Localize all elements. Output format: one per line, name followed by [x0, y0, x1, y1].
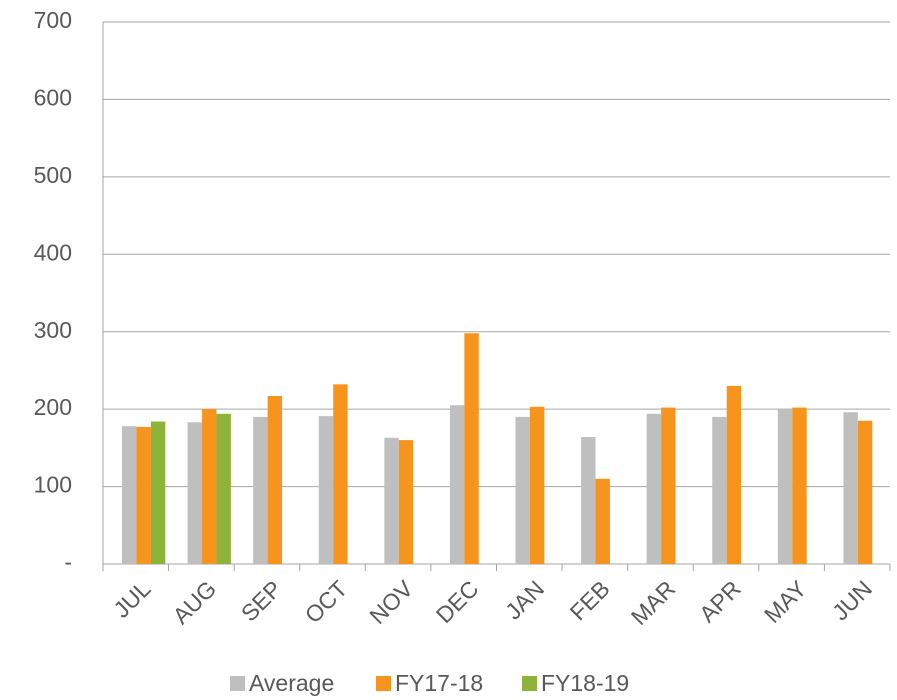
legend-swatch: [376, 676, 391, 691]
x-tick-label: JAN: [500, 575, 549, 624]
y-tick-label: 100: [34, 472, 72, 498]
legend-label: Average: [249, 670, 334, 696]
x-tick-label: JUN: [827, 575, 877, 625]
bar: [187, 422, 203, 564]
x-tick-label: SEP: [236, 575, 287, 626]
bar: [515, 416, 530, 564]
bar: [661, 407, 676, 564]
y-tick-label: 300: [34, 317, 72, 343]
bar: [267, 395, 283, 564]
x-tick-label: AUG: [168, 575, 222, 629]
bar: [712, 416, 727, 564]
legend-label: FY17-18: [395, 670, 483, 696]
legend-swatch: [230, 676, 245, 691]
legend-swatch: [522, 676, 537, 691]
bar: [384, 437, 399, 564]
bar: [529, 406, 545, 564]
bar: [122, 426, 137, 564]
bar: [202, 409, 217, 564]
bar: [136, 426, 151, 564]
x-tick-label: MAR: [626, 575, 681, 630]
x-tick-label: DEC: [431, 575, 484, 628]
bar: [464, 333, 479, 564]
y-tick-label: 400: [34, 239, 72, 265]
bar: [253, 416, 268, 564]
bar: [777, 409, 793, 564]
y-tick-label: 600: [34, 85, 72, 111]
bar: [595, 478, 610, 564]
bar: [398, 440, 414, 564]
bar: [449, 405, 465, 564]
bar: [843, 412, 858, 564]
y-tick-label: 700: [34, 7, 72, 33]
x-tick-label: OCT: [300, 575, 353, 628]
x-tick-label: APR: [694, 575, 746, 627]
x-tick-label: JUL: [108, 575, 155, 622]
legend-label: FY18-19: [541, 670, 629, 696]
bar: [581, 437, 596, 564]
y-tick-label: -: [64, 549, 72, 575]
bar: [333, 384, 348, 564]
bar: [318, 416, 334, 564]
bar: [216, 413, 231, 564]
x-tick-label: NOV: [364, 575, 418, 629]
bar: [857, 420, 873, 564]
bar: [646, 413, 662, 564]
x-tick-label: MAY: [759, 575, 811, 627]
x-tick-label: FEB: [565, 575, 615, 625]
bar: [792, 407, 807, 564]
y-tick-label: 200: [34, 394, 72, 420]
bar: [726, 385, 742, 564]
y-tick-label: 500: [34, 162, 72, 188]
bar: [150, 421, 166, 564]
